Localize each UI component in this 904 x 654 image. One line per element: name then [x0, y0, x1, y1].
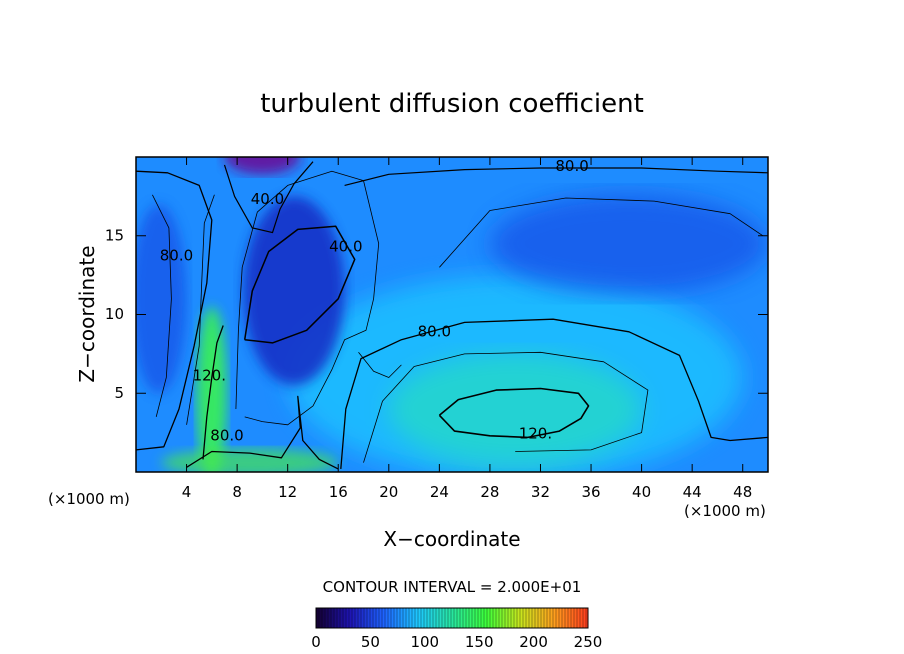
x-unit-right: (×1000 m) — [684, 502, 766, 520]
contour-80-bottom — [186, 395, 339, 470]
contour-label: 80.0 — [160, 247, 193, 265]
contour-label: 80.0 — [418, 322, 451, 340]
contour-label: 40.0 — [251, 190, 284, 208]
top-purple-blob — [224, 157, 301, 175]
colorbar-tick-label: 50 — [361, 633, 380, 651]
contour-interval-text: CONTOUR INTERVAL = 2.000E+01 — [323, 578, 582, 596]
y-tick-label: 10 — [105, 305, 124, 323]
y-axis-ticks: 5 10 15 — [105, 226, 768, 402]
upper-right-blue-blob — [489, 193, 768, 295]
field-blobs — [136, 157, 768, 472]
colorbar-ticks: 0 50 100 150 200 250 — [311, 633, 602, 651]
x-tick-label: 44 — [683, 483, 702, 501]
deep-blue-core-blob — [243, 196, 345, 386]
x-axis-ticks: 4 8 12 16 20 24 28 32 36 40 44 48 — [182, 157, 752, 501]
colorbar-stripes — [318, 608, 587, 628]
colorbar-tick-label: 200 — [519, 633, 548, 651]
contour-label: 80.0 — [555, 157, 588, 175]
x-tick-label: 4 — [182, 483, 192, 501]
x-tick-label: 20 — [379, 483, 398, 501]
contour-40-top — [223, 161, 314, 234]
colorbar-tick-label: 150 — [465, 633, 494, 651]
contour-80-pool — [340, 318, 768, 469]
contour-120-pool — [438, 387, 590, 439]
x-tick-label: 24 — [430, 483, 449, 501]
contour-100-pool — [363, 351, 649, 463]
y-tick-label: 5 — [114, 384, 124, 402]
contour-60-mid — [358, 352, 402, 378]
contour-40-core — [243, 225, 356, 344]
y-tick-label: 15 — [105, 226, 124, 244]
colorbar-tick-label: 250 — [574, 633, 603, 651]
contour-label: 120. — [519, 425, 552, 443]
x-tick-label: 16 — [329, 483, 348, 501]
plot-area — [136, 157, 768, 472]
contour-120-column — [202, 325, 224, 460]
x-tick-label: 28 — [480, 483, 499, 501]
chart-title: turbulent diffusion coefficient — [260, 89, 644, 119]
colorbar-tick-label: 0 — [311, 633, 321, 651]
x-tick-label: 12 — [278, 483, 297, 501]
x-tick-label: 40 — [632, 483, 651, 501]
bottom-green-strip-blob — [161, 448, 339, 472]
contour-label: 80.0 — [210, 426, 243, 444]
cyan-pool-blob — [287, 275, 743, 472]
contour-80-top — [344, 167, 768, 186]
contour-lines — [136, 161, 768, 470]
contour-label: 120. — [193, 366, 226, 384]
left-blue-blob — [136, 204, 187, 394]
contour-80-left — [136, 170, 213, 451]
x-tick-label: 48 — [733, 483, 752, 501]
x-tick-label: 36 — [581, 483, 600, 501]
green-column-blob — [196, 306, 228, 472]
y-axis-label: Z−coordinate — [75, 245, 99, 382]
contour-label: 40.0 — [329, 237, 362, 255]
x-unit-left: (×1000 m) — [48, 490, 130, 508]
x-tick-label: 8 — [232, 483, 242, 501]
contour-60-left — [152, 194, 172, 417]
colorbar-frame — [315, 607, 589, 629]
x-axis-label: X−coordinate — [383, 527, 520, 551]
contour-100-upper-right — [439, 197, 764, 268]
colorbar-tick-label: 100 — [410, 633, 439, 651]
contour-100-left — [186, 194, 215, 425]
x-tick-label: 32 — [531, 483, 550, 501]
contour-labels: 80.0 40.0 40.0 80.0 80.0 120. 80.0 120. — [160, 157, 589, 444]
